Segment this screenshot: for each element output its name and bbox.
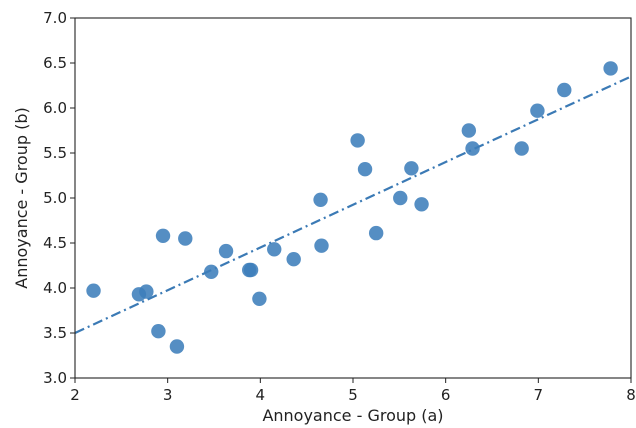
scatter-point [169, 339, 185, 354]
x-tick-label: 5 [348, 386, 358, 404]
scatter-point [350, 133, 365, 148]
y-axis-label: Annoyance - Group (b) [12, 107, 31, 288]
scatter-point [252, 291, 267, 306]
trendline [74, 75, 632, 334]
y-tick-label: 5.5 [43, 144, 67, 162]
scatter-point [514, 141, 529, 156]
y-axis-ticks: 3.0 3.5 4.0 4.5 5.0 5.5 6.0 6.5 7.0 [43, 9, 75, 387]
scatter-point [530, 103, 545, 118]
x-tick-label: 8 [626, 386, 636, 404]
scatter-point [603, 61, 618, 76]
scatter-point [267, 242, 282, 257]
scatter-point [313, 192, 328, 207]
x-tick-label: 6 [441, 386, 451, 404]
scatter-point [155, 228, 171, 243]
trendline-layer [74, 75, 632, 334]
scatter-point [404, 161, 419, 176]
scatter-point [243, 262, 259, 278]
x-tick-label: 7 [534, 386, 544, 404]
scatter-point [86, 283, 101, 298]
y-tick-label: 4.0 [43, 279, 67, 297]
scatter-point [557, 82, 572, 98]
y-tick-label: 4.5 [43, 234, 67, 252]
scatter-point [204, 264, 219, 279]
y-tick-label: 3.5 [43, 324, 67, 342]
x-tick-label: 4 [256, 386, 266, 404]
points-layer [86, 61, 618, 354]
x-tick-label: 2 [70, 386, 80, 404]
x-axis-label: Annoyance - Group (a) [262, 406, 443, 425]
scatter-point [286, 252, 301, 267]
scatter-point [368, 225, 384, 241]
scatter-point [465, 141, 480, 156]
y-tick-label: 7.0 [43, 9, 67, 27]
scatter-point [461, 123, 477, 138]
x-tick-label: 3 [163, 386, 173, 404]
y-tick-label: 6.5 [43, 54, 67, 72]
scatter-point [151, 324, 166, 339]
scatter-point [139, 284, 154, 299]
y-tick-label: 6.0 [43, 99, 67, 117]
scatter-point [218, 243, 234, 259]
scatter-point [414, 197, 429, 212]
y-tick-label: 5.0 [43, 189, 67, 207]
scatter-point [393, 190, 408, 206]
scatter-point [314, 238, 329, 253]
plot-area [75, 18, 631, 378]
scatter-point [357, 162, 373, 177]
x-axis-ticks: 2 3 4 5 6 7 8 [70, 378, 636, 404]
y-tick-label: 3.0 [43, 369, 67, 387]
scatter-point [178, 231, 193, 246]
